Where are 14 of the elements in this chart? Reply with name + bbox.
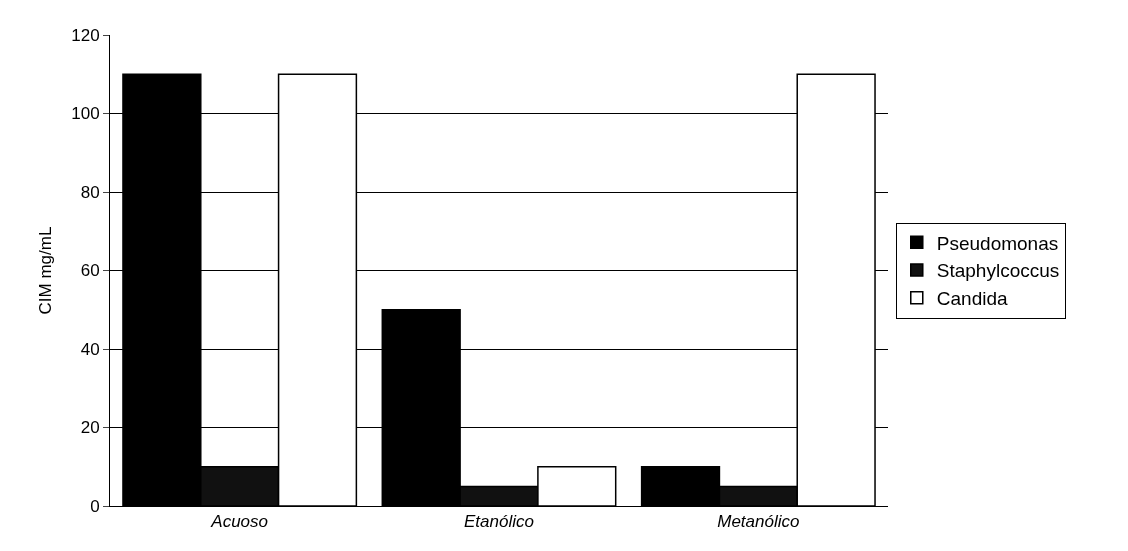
y-tick-label: 20: [80, 418, 100, 438]
y-tick-label: 80: [80, 182, 100, 202]
y-tick-label: 120: [71, 25, 100, 45]
legend-label: Staphylcoccus: [936, 260, 1060, 282]
y-tick-label: 100: [71, 104, 100, 124]
x-tick-label: Acuoso: [210, 512, 269, 532]
legend-label: Candida: [936, 288, 1008, 310]
x-tick-label: Metanólico: [717, 512, 800, 532]
x-tick-label: Etanólico: [464, 512, 534, 532]
y-tick-label: 60: [80, 261, 100, 281]
legend-label: Pseudomonas: [936, 232, 1059, 254]
y-tick-label: 0: [90, 496, 100, 516]
y-tick-label: 40: [80, 339, 100, 359]
y-axis-title: CIM mg/mL: [35, 226, 55, 315]
